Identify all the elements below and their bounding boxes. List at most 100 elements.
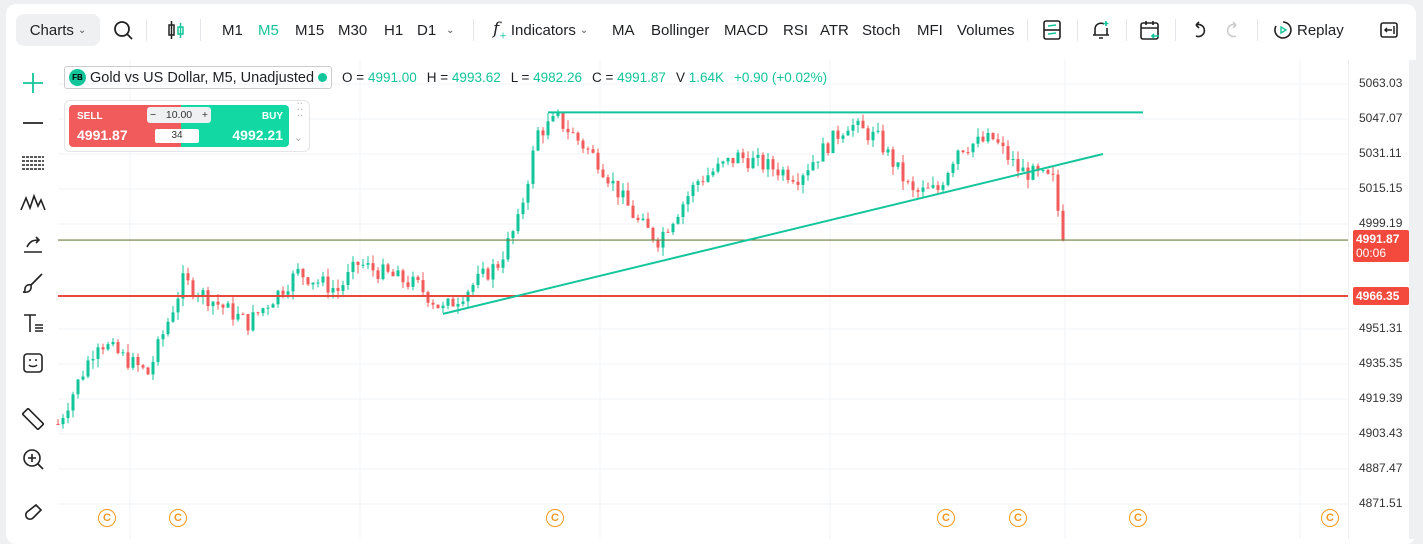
candle-body <box>391 271 395 277</box>
candle-body <box>906 181 910 183</box>
economic-event-icon[interactable]: C <box>169 509 187 527</box>
candle-body <box>856 120 860 125</box>
candle-body <box>551 116 555 122</box>
indicator-volumes[interactable]: Volumes <box>957 21 1015 39</box>
brush-icon[interactable] <box>14 266 52 300</box>
candle-body <box>171 312 175 322</box>
candle-body <box>446 298 450 306</box>
candle-body <box>316 282 320 284</box>
candle-body <box>576 132 580 141</box>
candle-body <box>561 112 565 129</box>
indicator-atr[interactable]: ATR <box>820 21 849 39</box>
economic-event-icon[interactable]: C <box>1129 509 1147 527</box>
candle-body <box>891 149 895 167</box>
economic-event-icon[interactable]: C <box>546 509 564 527</box>
trend-line-icon[interactable] <box>14 106 52 140</box>
undo-icon[interactable] <box>1190 14 1210 46</box>
candle-body <box>851 124 855 131</box>
magnet-icon[interactable] <box>14 496 52 530</box>
redo-icon[interactable] <box>1222 14 1242 46</box>
candle-body <box>896 162 900 167</box>
economic-event-icon[interactable]: C <box>98 509 116 527</box>
candle-body <box>871 131 875 141</box>
candle-body <box>771 159 775 170</box>
candle-body <box>356 261 360 265</box>
lot-size-stepper[interactable]: −10.00 + <box>147 107 211 123</box>
price-tick-label: 4871.51 <box>1359 496 1403 510</box>
symbol-badge: FB <box>69 69 86 86</box>
crosshair-icon[interactable] <box>14 66 52 100</box>
candle-body <box>601 169 605 178</box>
candle-body <box>351 261 355 273</box>
symbol-selector[interactable]: FB Gold vs US Dollar, M5, Unadjusted <box>64 66 333 89</box>
pattern-icon[interactable] <box>14 186 52 220</box>
drag-handle-icon[interactable]: ⁚⁚ ⁚⁚ <box>296 102 303 119</box>
timeframe-m5[interactable]: M5 <box>258 21 279 39</box>
add-alert-bell-icon[interactable] <box>1090 14 1112 46</box>
price-tick-label: 4919.39 <box>1359 391 1403 405</box>
current-price-label: 4991.87 00:06 <box>1353 230 1409 263</box>
increase-lot-button[interactable]: + <box>201 109 208 121</box>
timeframe-h1[interactable]: H1 <box>384 21 404 39</box>
candle-body <box>226 303 230 308</box>
candle-body <box>151 361 155 375</box>
indicators-button[interactable]: f+ Indicators ⌄ <box>493 18 589 42</box>
economic-event-icon[interactable]: C <box>1321 509 1339 527</box>
indicator-rsi[interactable]: RSI <box>783 21 809 39</box>
timeframe-m15[interactable]: M15 <box>295 21 325 39</box>
ruler-icon[interactable] <box>14 402 52 436</box>
timeframe-d1[interactable]: D1 <box>417 21 437 39</box>
candle-body <box>976 136 980 144</box>
calendar-icon[interactable] <box>1139 14 1161 46</box>
candle-body <box>636 217 640 220</box>
indicator-mfi[interactable]: MFI <box>917 21 943 39</box>
search-icon[interactable] <box>112 14 134 46</box>
candle-body <box>796 181 800 185</box>
fibonacci-icon[interactable] <box>14 146 52 180</box>
decrease-lot-button[interactable]: − <box>150 109 157 121</box>
indicator-bollinger[interactable]: Bollinger <box>651 21 710 39</box>
price-tick-label: 5047.07 <box>1359 111 1403 125</box>
indicator-stoch[interactable]: Stoch <box>862 21 901 39</box>
indicator-ma[interactable]: MA <box>612 21 635 39</box>
collapse-panel-icon[interactable] <box>1379 14 1399 46</box>
timeframe-more-chevron-icon[interactable]: ⌄ <box>446 24 455 36</box>
candle-body <box>451 298 455 307</box>
price-tick-label: 4887.47 <box>1359 461 1403 475</box>
text-tool-icon[interactable] <box>14 306 52 340</box>
candle-body <box>961 150 965 153</box>
candle-body <box>721 161 725 164</box>
candle-body <box>996 139 1000 143</box>
lot-size-value[interactable]: 10.00 <box>165 109 193 121</box>
candle-body <box>526 183 530 203</box>
candle-body <box>431 302 435 305</box>
candle-body <box>641 218 645 220</box>
zoom-in-icon[interactable] <box>14 442 52 476</box>
candle-body <box>986 132 990 142</box>
economic-event-icon[interactable]: C <box>937 509 955 527</box>
candle-body <box>191 280 195 297</box>
candle-body <box>381 264 385 280</box>
forecast-icon[interactable] <box>14 226 52 260</box>
one-click-trade-panel: SELL 4991.87 BUY 4992.21 −10.00 + 34 ⁚⁚ ⁚⁚ ⌄ <box>64 100 310 152</box>
indicator-macd[interactable]: MACD <box>724 21 769 39</box>
candle-body <box>91 358 95 361</box>
economic-event-icon[interactable]: C <box>1009 509 1027 527</box>
high-label: H = <box>426 70 449 85</box>
timeframe-m1[interactable]: M1 <box>222 21 243 39</box>
close-label: C = <box>591 70 614 85</box>
layout-icon[interactable] <box>1041 14 1063 46</box>
candle-body <box>131 356 135 368</box>
replay-button[interactable]: Replay <box>1273 14 1344 46</box>
candlestick-type-icon[interactable] <box>165 14 187 46</box>
price-axis[interactable]: 5063.03 5047.07 5031.11 5015.15 4999.19 4951.… <box>1348 60 1409 539</box>
candle-body <box>816 161 820 163</box>
expand-chevron-icon[interactable]: ⌄ <box>293 132 303 144</box>
timeframe-m30[interactable]: M30 <box>338 21 368 39</box>
charts-menu-button[interactable]: Charts ⌄ <box>16 14 100 46</box>
candle-body <box>101 347 105 350</box>
candle-body <box>1006 146 1010 160</box>
candle-body <box>156 339 160 362</box>
candle-body <box>506 237 510 260</box>
emoji-sticker-icon[interactable] <box>14 346 52 380</box>
